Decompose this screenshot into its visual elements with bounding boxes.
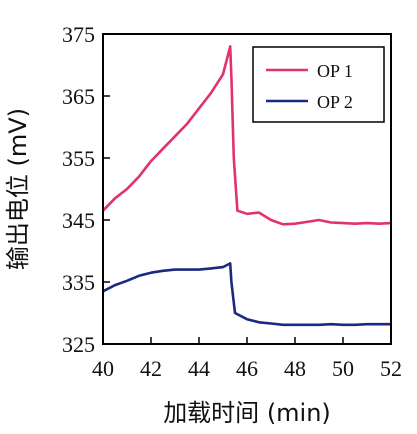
y-tick-label: 325: [62, 332, 95, 357]
x-tick-label: 44: [188, 356, 210, 381]
x-tick-label: 50: [332, 356, 354, 381]
y-tick-label: 375: [62, 22, 95, 47]
x-tick-label: 52: [380, 356, 402, 381]
x-tick-label: 42: [140, 356, 162, 381]
x-axis-label: 加载时间 (min): [163, 399, 331, 427]
series-layer: [102, 45, 392, 327]
y-tick-label: 335: [62, 270, 95, 295]
y-tick-label: 355: [62, 146, 95, 171]
ticks-layer: 40 42 44 46 48 50 52 325 335 345 355 365 375: [62, 22, 402, 381]
y-tick-label: 365: [62, 84, 95, 109]
y-tick-label: 345: [62, 208, 95, 233]
x-tick-label: 48: [284, 356, 306, 381]
series-line-2: [102, 262, 391, 327]
legend: OP 1 OP 2: [252, 46, 385, 123]
legend-label-op1: OP 1: [317, 61, 353, 81]
x-tick-label: 40: [92, 356, 114, 381]
y-axis-label: 输出电位 (mV): [4, 108, 32, 270]
x-tick-label: 46: [236, 356, 258, 381]
legend-box: [252, 46, 385, 123]
legend-label-op2: OP 2: [317, 92, 353, 112]
series-line-1: [102, 45, 392, 226]
